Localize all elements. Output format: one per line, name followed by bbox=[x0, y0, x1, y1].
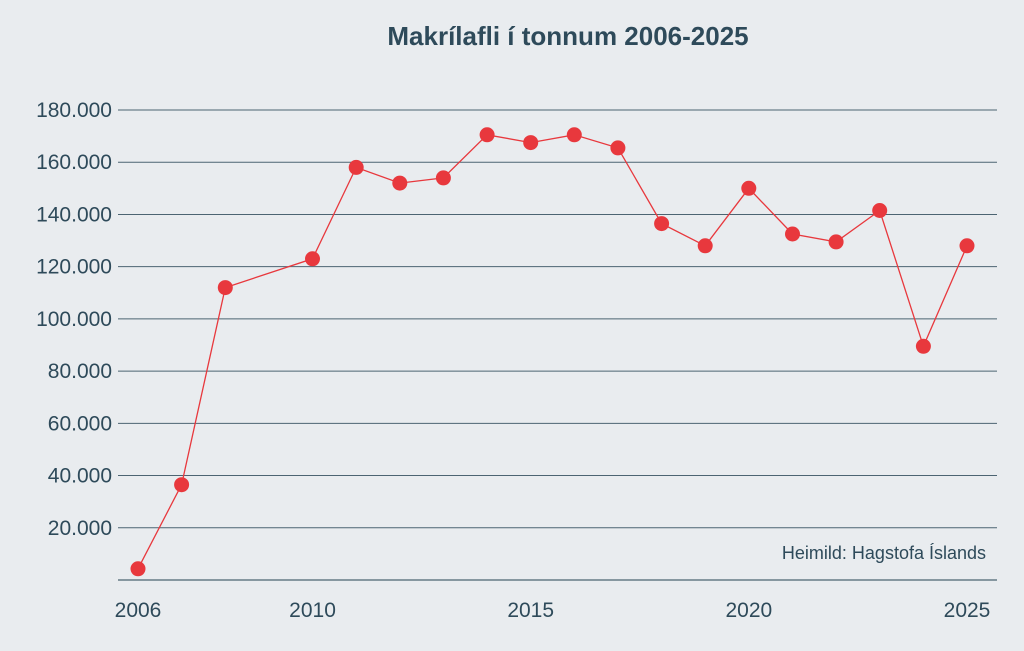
data-point bbox=[785, 226, 800, 242]
data-point bbox=[348, 159, 364, 175]
data-point bbox=[741, 180, 757, 196]
y-tick-label: 160.000 bbox=[36, 151, 112, 174]
data-point bbox=[479, 127, 495, 143]
y-tick-label: 20.000 bbox=[48, 517, 112, 540]
x-tick-label: 2025 bbox=[944, 599, 991, 622]
x-tick-label: 2010 bbox=[289, 599, 336, 622]
data-point bbox=[828, 234, 844, 250]
data-point bbox=[217, 280, 233, 296]
chart-title: Makrílafli í tonnum 2006-2025 bbox=[387, 21, 748, 51]
x-tick-label: 2015 bbox=[507, 599, 554, 622]
series-line bbox=[137, 134, 968, 570]
y-tick-label: 40.000 bbox=[48, 465, 112, 488]
y-axis-ticks: 20.000 40.000 60.000 80.000 100.000 120.000 14… bbox=[36, 99, 112, 540]
y-tick-label: 100.000 bbox=[36, 308, 112, 331]
data-point bbox=[305, 251, 320, 267]
x-tick-label: 2006 bbox=[115, 599, 162, 622]
data-point bbox=[174, 477, 190, 493]
data-point bbox=[610, 140, 626, 156]
gridlines bbox=[118, 109, 997, 581]
y-tick-label: 140.000 bbox=[36, 203, 112, 226]
y-tick-label: 60.000 bbox=[48, 412, 112, 435]
data-point bbox=[697, 238, 713, 254]
y-tick-label: 180.000 bbox=[36, 99, 112, 122]
x-axis-ticks: 2006 2010 2015 2020 2025 bbox=[115, 599, 991, 622]
data-point bbox=[435, 170, 451, 186]
data-point bbox=[392, 175, 408, 191]
data-point bbox=[654, 216, 670, 232]
y-tick-label: 120.000 bbox=[36, 256, 112, 279]
data-point bbox=[130, 561, 146, 577]
y-tick-label: 80.000 bbox=[48, 360, 112, 383]
x-tick-label: 2020 bbox=[725, 599, 772, 622]
data-point bbox=[523, 135, 539, 151]
data-point bbox=[566, 127, 582, 143]
data-point bbox=[959, 238, 975, 254]
data-series bbox=[130, 127, 975, 577]
data-point bbox=[915, 338, 931, 354]
source-note: Heimild: Hagstofa Íslands bbox=[782, 543, 986, 563]
data-point bbox=[872, 203, 888, 218]
